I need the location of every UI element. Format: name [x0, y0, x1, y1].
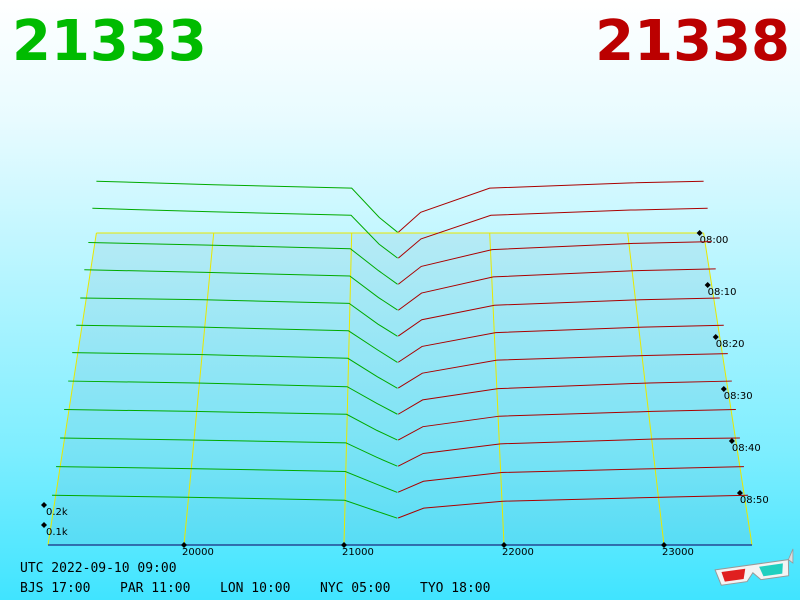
- bid-depth-line: [72, 352, 398, 389]
- bid-depth-line: [68, 380, 398, 415]
- price-grid-line: [343, 232, 353, 546]
- price-tick: [181, 542, 187, 548]
- time-tick-label: 08:20: [716, 339, 745, 350]
- price-tick-label: 21000: [342, 547, 374, 558]
- time-tick-label: 08:40: [732, 443, 761, 454]
- price-tick: [341, 542, 347, 548]
- bid-depth-line: [64, 409, 398, 441]
- bid-depth-line: [84, 269, 398, 311]
- zone-time: PAR 11:00: [120, 581, 190, 596]
- best-ask: 21338: [595, 9, 790, 74]
- time-tick: [720, 386, 727, 392]
- utc-time: UTC 2022-09-10 09:00: [20, 561, 177, 576]
- bid-depth-line: [52, 494, 398, 519]
- bid-depth-line: [92, 207, 398, 259]
- time-tick: [704, 282, 711, 288]
- zone-time: LON 10:00: [220, 581, 290, 596]
- price-tick-label: 22000: [502, 547, 534, 558]
- floor-left-edge: [47, 232, 97, 546]
- time-tick: [712, 334, 719, 340]
- ask-depth-line: [397, 409, 736, 441]
- floor: [48, 233, 752, 545]
- best-bid: 21333: [12, 9, 207, 74]
- price-grid-line: [627, 232, 665, 546]
- price-grid-line: [183, 232, 215, 546]
- ask-depth-line: [398, 180, 704, 233]
- ask-depth-line: [397, 494, 748, 519]
- ask-depth-line: [397, 207, 708, 259]
- depth-tick: [41, 522, 47, 528]
- ask-depth-line: [397, 380, 732, 415]
- ask-depth-line: [397, 297, 720, 337]
- time-zones: BJS 17:00 PAR 11:00 LON 10:00 NYC 05:00 TYO …: [20, 581, 490, 596]
- time-tick-label: 08:00: [700, 235, 729, 246]
- zone-time: NYC 05:00: [320, 581, 390, 596]
- ask-depth-line: [397, 353, 728, 389]
- chart: 20000 21000 22000 23000 08:00 08:10 08:20 08:30…: [41, 180, 769, 558]
- depth-tick-label: 0.1k: [46, 527, 68, 538]
- time-tick-label: 08:50: [740, 495, 769, 506]
- time-tick-label: 08:30: [724, 391, 753, 402]
- depth-tick-label: 0.2k: [46, 507, 68, 518]
- ask-depth-line: [397, 437, 740, 467]
- floor-right-edge: [703, 232, 753, 546]
- price-tick-label: 20000: [182, 547, 214, 558]
- price-tick: [501, 542, 507, 548]
- bid-depth-line: [56, 466, 398, 493]
- ask-depth-line: [397, 324, 724, 363]
- time-tick-label: 08:10: [708, 287, 737, 298]
- bid-depth-line: [60, 437, 398, 467]
- depth-tick: [41, 502, 47, 508]
- 3d-glasses-icon: [714, 548, 794, 586]
- bid-depth-line: [96, 180, 398, 233]
- zone-time: TYO 18:00: [420, 581, 490, 596]
- zone-time: BJS 17:00: [20, 581, 90, 596]
- price-tick: [661, 542, 667, 548]
- time-tick: [728, 438, 735, 444]
- ask-depth-line: [397, 241, 712, 285]
- time-tick: [736, 490, 743, 496]
- bid-depth-line: [80, 297, 398, 337]
- price-tick-label: 23000: [662, 547, 694, 558]
- bid-depth-line: [88, 242, 398, 285]
- ask-depth-line: [397, 466, 744, 493]
- time-tick: [696, 230, 703, 236]
- bid-depth-line: [76, 324, 398, 363]
- ask-depth-line: [397, 268, 716, 311]
